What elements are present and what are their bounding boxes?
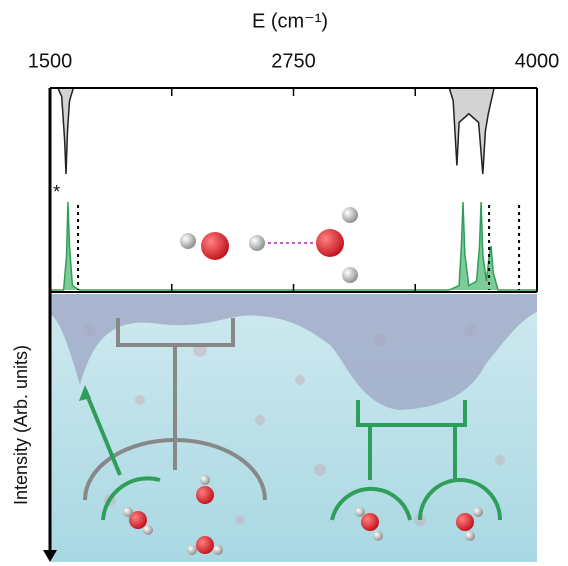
series-area [50,202,537,290]
x-tick-label: 2750 [271,50,316,72]
x-axis-label: E (cm⁻¹) [252,10,328,32]
illustration [51,294,537,562]
annotation: * [53,182,60,202]
y-axis-arrow [43,550,57,562]
series-line [50,201,537,291]
x-tick-label: 1500 [28,50,73,72]
y-axis-label: Intensity (Arb. units) [11,345,31,505]
series-line [50,87,537,175]
x-tick-label: 4000 [515,50,560,72]
dimer-illustration [180,207,358,283]
series-area [50,88,537,174]
